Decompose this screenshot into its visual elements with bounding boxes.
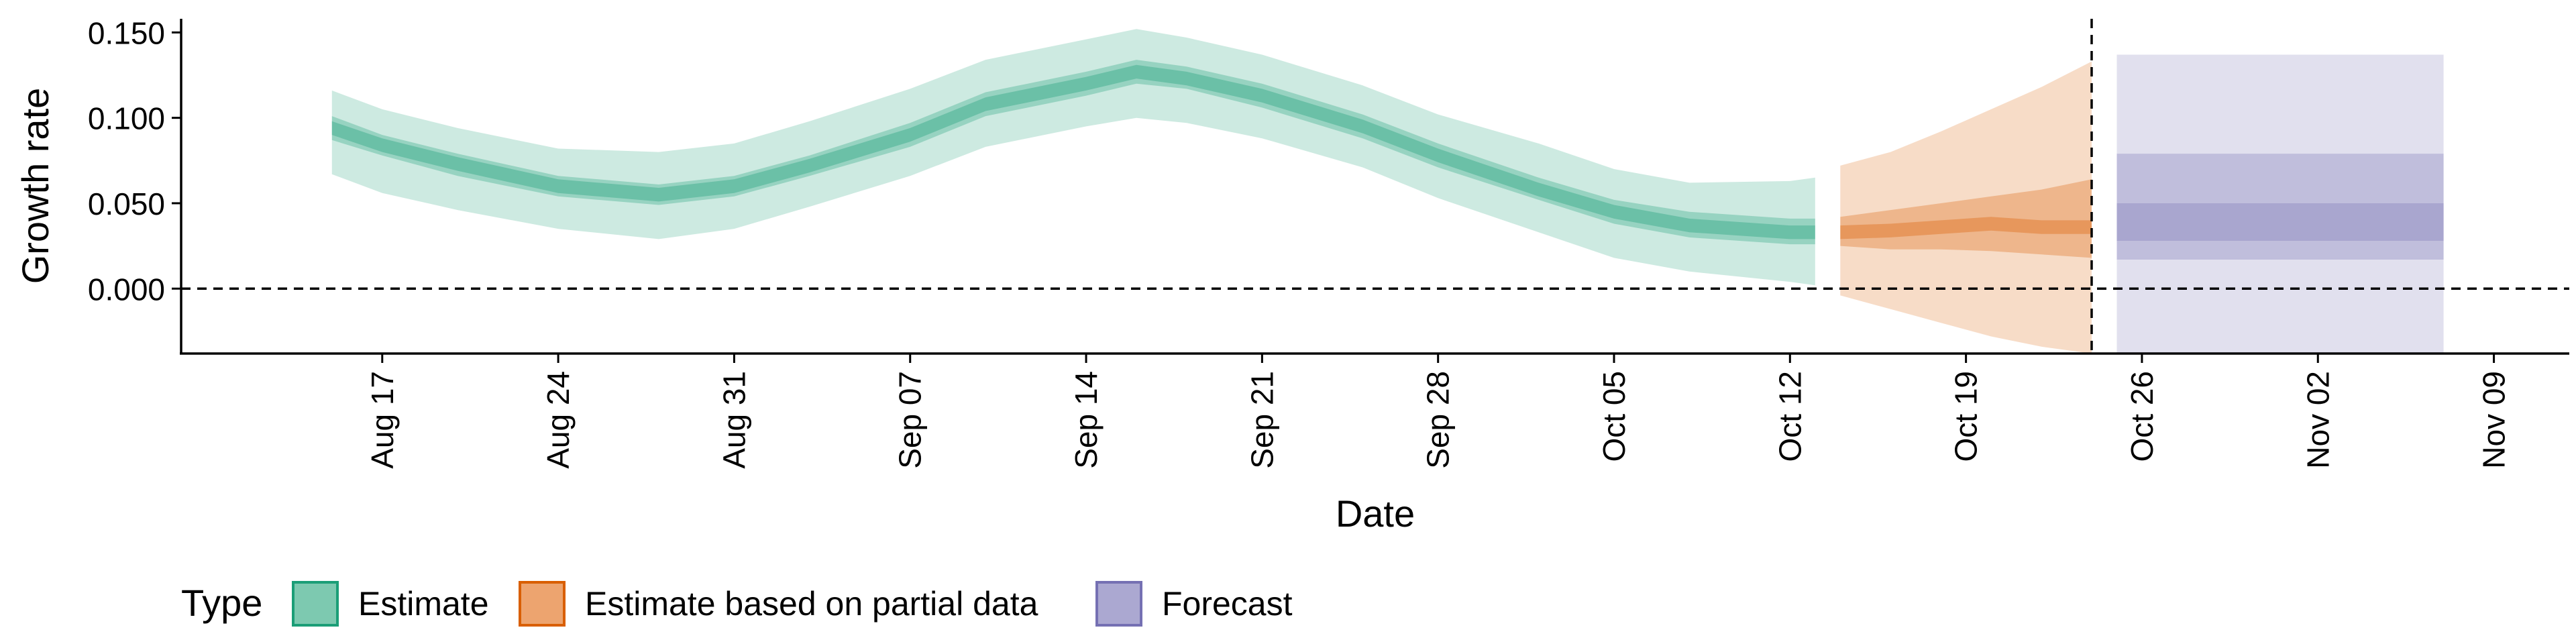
x-tick-label: Sep 07 bbox=[893, 371, 928, 469]
x-tick-label: Nov 09 bbox=[2477, 371, 2512, 469]
legend-item: Forecast bbox=[1095, 581, 1293, 627]
forecast-band-50 bbox=[2116, 154, 2444, 260]
series-estimate-based-on-partial-data bbox=[1840, 61, 2092, 354]
x-tick-label: Oct 05 bbox=[1597, 371, 1631, 462]
x-tick-label: Oct 12 bbox=[1772, 371, 1807, 462]
x-tick-label: Sep 28 bbox=[1421, 371, 1456, 469]
x-ticks: Aug 17 Aug 24 Aug 31 Sep 07 Sep 14 Sep 21 Sep … bbox=[365, 354, 2512, 469]
series-forecast bbox=[2116, 54, 2444, 354]
axes bbox=[180, 19, 2569, 355]
interval-bands bbox=[331, 29, 2444, 354]
legend-item: Estimate bbox=[292, 581, 489, 627]
y-tick-label: 0.000 bbox=[88, 272, 165, 307]
legend-label: Estimate based on partial data bbox=[585, 585, 1038, 623]
forecast-band-20 bbox=[2116, 203, 2444, 241]
estimate-based-on-partial-data-band-90 bbox=[1840, 61, 2092, 354]
legend-swatch bbox=[1095, 581, 1142, 627]
reference-lines bbox=[181, 19, 2569, 354]
legend: Type Estimate Estimate based on partial d… bbox=[181, 581, 1293, 627]
y-axis-title: Growth rate bbox=[14, 88, 56, 284]
estimate-band-50 bbox=[331, 60, 1815, 245]
x-tick-label: Sep 21 bbox=[1244, 371, 1279, 469]
x-tick-label: Aug 31 bbox=[716, 371, 751, 469]
series-estimate bbox=[331, 29, 1815, 286]
x-tick-label: Oct 19 bbox=[1949, 371, 1984, 462]
y-tick-label: 0.100 bbox=[88, 101, 165, 136]
x-tick-label: Aug 17 bbox=[365, 371, 400, 469]
x-tick-label: Aug 24 bbox=[541, 371, 576, 469]
y-tick-label: 0.150 bbox=[88, 15, 165, 50]
y-tick-label: 0.050 bbox=[88, 186, 165, 221]
legend-swatch bbox=[292, 581, 339, 627]
legend-items: Estimate Estimate based on partial data Fo… bbox=[292, 581, 1293, 627]
x-tick-label: Oct 26 bbox=[2125, 371, 2159, 462]
legend-item: Estimate based on partial data bbox=[519, 581, 1038, 627]
legend-swatch bbox=[519, 581, 566, 627]
forecast-band-90 bbox=[2116, 54, 2444, 354]
legend-label: Estimate bbox=[358, 585, 489, 623]
legend-label: Forecast bbox=[1162, 585, 1293, 623]
y-ticks: 0.000 0.050 0.100 0.150 bbox=[88, 15, 181, 307]
legend-title: Type bbox=[181, 582, 262, 624]
x-tick-label: Nov 02 bbox=[2300, 371, 2335, 469]
x-axis-title: Date bbox=[1336, 492, 1415, 535]
estimate-median-band bbox=[331, 64, 1815, 239]
x-tick-label: Sep 14 bbox=[1069, 371, 1104, 469]
estimate-based-on-partial-data-median-band bbox=[1840, 217, 2092, 239]
estimate-band-90 bbox=[331, 29, 1815, 286]
estimate-based-on-partial-data-band-50 bbox=[1840, 179, 2092, 258]
